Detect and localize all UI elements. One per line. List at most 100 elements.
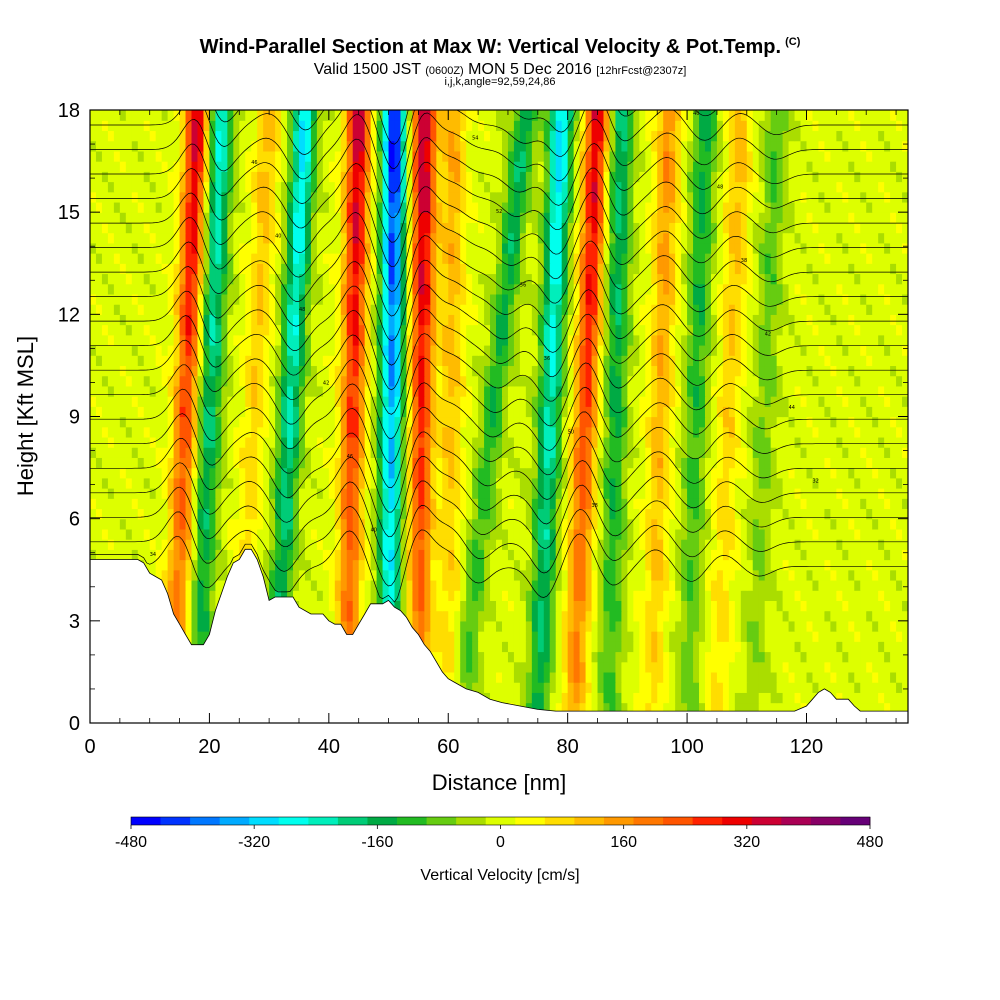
velocity-cell [507, 559, 515, 571]
velocity-cell [478, 447, 485, 458]
velocity-cell [860, 498, 867, 510]
velocity-cell [782, 590, 790, 601]
velocity-cell [90, 467, 97, 479]
velocity-cell [197, 385, 205, 397]
velocity-cell [573, 692, 581, 704]
velocity-cell [322, 518, 330, 530]
velocity-cell [430, 569, 437, 581]
velocity-cell [155, 396, 163, 407]
velocity-cell [490, 365, 497, 377]
velocity-cell [752, 579, 760, 591]
velocity-cell [699, 702, 706, 714]
velocity-cell [448, 610, 455, 622]
velocity-cell [460, 488, 467, 499]
velocity-cell [896, 671, 903, 683]
velocity-cell [334, 375, 342, 387]
velocity-cell [878, 528, 885, 540]
velocity-cell [663, 467, 670, 479]
velocity-cell [543, 661, 551, 673]
velocity-cell [352, 365, 360, 377]
velocity-cell [466, 579, 473, 591]
velocity-cell [770, 600, 778, 612]
velocity-cell [424, 641, 431, 653]
velocity-cell [639, 671, 646, 683]
velocity-cell [693, 426, 700, 438]
velocity-cell [275, 477, 282, 489]
velocity-cell [543, 416, 551, 428]
velocity-cell [872, 508, 879, 520]
velocity-cell [746, 600, 754, 612]
velocity-cell [125, 375, 133, 387]
velocity-cell [281, 416, 288, 428]
velocity-cell [430, 355, 437, 367]
velocity-cell [113, 539, 121, 550]
velocity-cell [561, 436, 569, 448]
velocity-cell [537, 671, 545, 683]
velocity-cell [740, 620, 748, 632]
velocity-cell [758, 620, 766, 632]
velocity-cell [388, 447, 396, 458]
velocity-cell [746, 488, 754, 499]
velocity-cell [770, 498, 778, 510]
velocity-cell [687, 600, 694, 612]
velocity-cell [531, 579, 539, 591]
velocity-cell [621, 488, 628, 499]
velocity-cell [746, 671, 754, 683]
velocity-cell [340, 590, 348, 601]
velocity-cell [687, 610, 694, 622]
velocity-cell [496, 559, 503, 571]
velocity-cell [370, 467, 378, 479]
velocity-cell [836, 549, 843, 561]
velocity-cell [710, 539, 718, 550]
velocity-cell [579, 620, 587, 632]
velocity-cell [579, 600, 587, 612]
velocity-cell [543, 569, 551, 581]
velocity-cell [484, 436, 491, 448]
velocity-cell [848, 396, 855, 407]
velocity-cell [704, 641, 712, 653]
velocity-cell [543, 528, 551, 540]
velocity-cell [860, 528, 867, 540]
velocity-cell [364, 355, 372, 367]
velocity-cell [633, 651, 640, 663]
velocity-cell [376, 528, 384, 540]
velocity-cell [382, 416, 390, 428]
velocity-cell [233, 426, 240, 438]
velocity-cell [173, 426, 181, 438]
velocity-cell [549, 641, 557, 653]
velocity-cell [400, 416, 408, 428]
velocity-cell [579, 477, 587, 489]
velocity-cell [221, 467, 228, 479]
velocity-cell [167, 488, 175, 499]
velocity-cell [746, 375, 754, 387]
velocity-cell [603, 426, 611, 438]
velocity-cell [633, 600, 640, 612]
velocity-cell [203, 610, 211, 622]
velocity-cell [143, 344, 151, 356]
velocity-cell [603, 365, 611, 377]
velocity-cell [179, 447, 187, 458]
velocity-cell [669, 488, 676, 499]
velocity-cell [549, 651, 557, 663]
velocity-cell [334, 467, 342, 479]
velocity-cell [442, 406, 449, 418]
velocity-cell [609, 436, 617, 448]
velocity-cell [836, 375, 843, 387]
velocity-cell [281, 355, 288, 367]
velocity-cell [239, 488, 246, 499]
velocity-cell [854, 375, 861, 387]
velocity-cell [806, 508, 814, 520]
velocity-cell [197, 365, 205, 377]
velocity-cell [376, 488, 384, 499]
velocity-cell [424, 447, 431, 458]
velocity-cell [370, 365, 378, 377]
velocity-cell [573, 620, 581, 632]
velocity-cell [663, 631, 670, 642]
velocity-cell [478, 375, 485, 387]
velocity-cell [884, 620, 891, 632]
velocity-cell [621, 406, 628, 418]
velocity-cell [776, 569, 784, 581]
velocity-cell [227, 549, 234, 561]
velocity-cell [842, 590, 849, 601]
velocity-cell [866, 559, 873, 571]
